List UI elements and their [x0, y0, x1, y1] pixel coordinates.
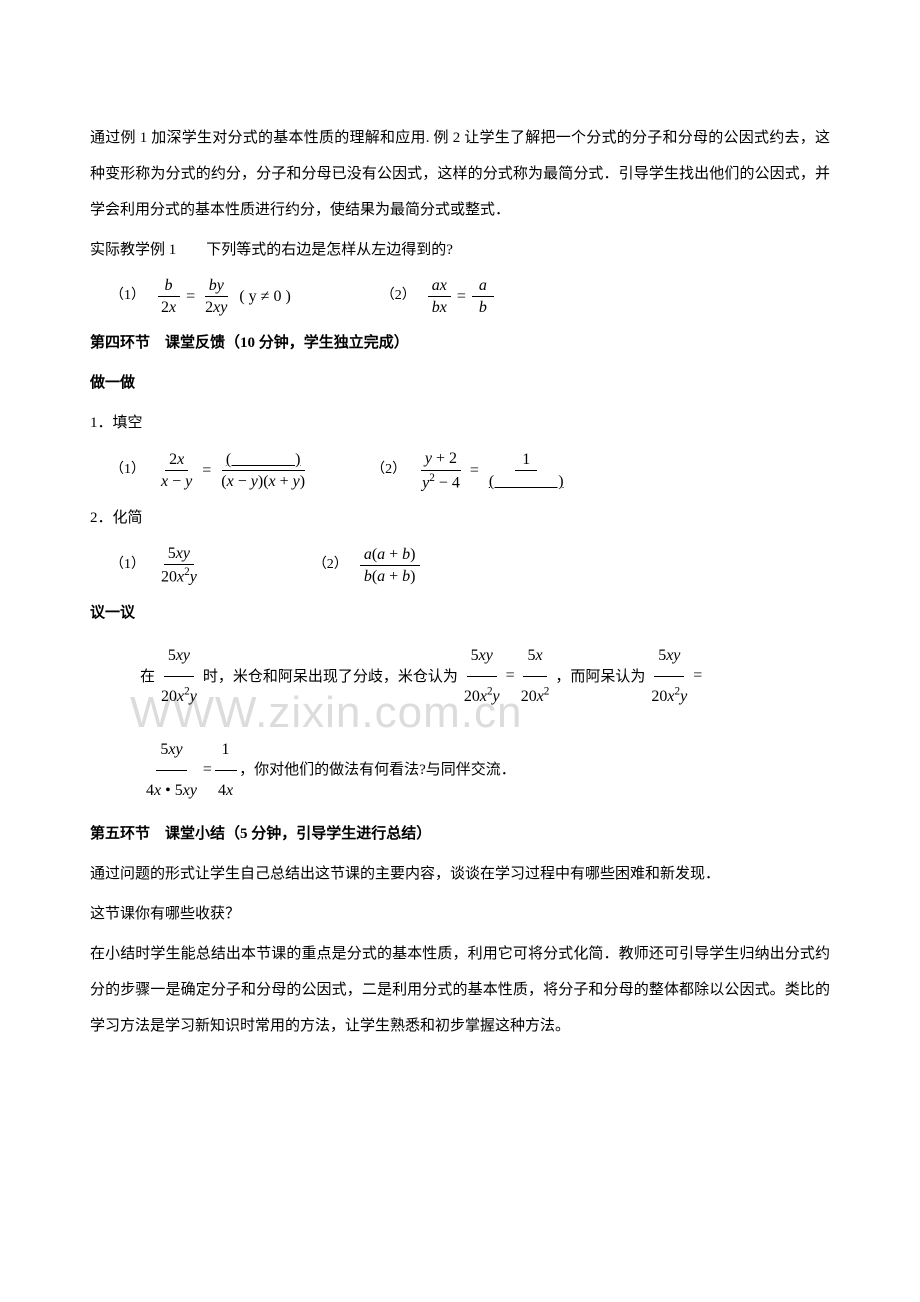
eq1b-lhs-den: bx	[428, 297, 451, 317]
eq3a-label: （1）	[110, 557, 145, 574]
eq1a-rhs-num: by	[205, 276, 228, 297]
eq2a: （1） 2x x − y = ( ) (x − y)(x + y)	[110, 450, 311, 491]
equals-sign: =	[470, 461, 479, 480]
eq1a-cond: ( y ≠ 0 )	[239, 287, 290, 306]
equals-sign: =	[693, 657, 702, 695]
eq2a-lhs-num: 2x	[165, 450, 188, 471]
equation-row-2: （1） 2x x − y = ( ) (x − y)(x + y) （2） y …	[110, 449, 830, 492]
discuss-f3: 5xy 20x2y	[647, 637, 691, 717]
eq1b-rhs-den: b	[472, 297, 494, 317]
p5a: 通过问题的形式让学生自己总结出这节课的主要内容，谈谈在学习过程中有哪些困难和新发…	[90, 856, 830, 892]
discuss-tail: ，你对他们的做法有何看法?与同伴交流．	[239, 752, 516, 788]
eq1a-rhs-den: 2xy	[201, 297, 231, 317]
eq1a-label: （1）	[110, 288, 145, 305]
equals-sign: =	[203, 751, 212, 789]
equals-sign: =	[186, 287, 195, 306]
discuss-f2r: 5x 20x2	[517, 637, 554, 717]
eq2b-rhs-den-blank: ( )	[485, 471, 568, 491]
section4-title: 第四环节 课堂反馈（10 分钟，学生独立完成）	[90, 325, 830, 361]
discuss-f2l: 5xy 20x2y	[460, 637, 504, 717]
eq3b-num: a(a + b)	[360, 545, 420, 566]
equation-row-1: （1） b 2x = by 2xy ( y ≠ 0 ) （2） ax bx =	[110, 276, 830, 317]
equals-sign: =	[457, 287, 466, 306]
equation-row-3: （1） 5xy 20x2y （2） a(a + b) b(a + b)	[110, 544, 830, 587]
eq2b-lhs-num: y + 2	[421, 449, 461, 470]
discuss-f1: 5xy 20x2y	[157, 637, 201, 717]
eq2b: （2） y + 2 y2 − 4 = 1 ( )	[371, 449, 569, 492]
discuss-pre: 在	[140, 659, 155, 695]
eq2a-rhs-den: (x − y)(x + y)	[217, 471, 309, 491]
eq2b-rhs-num: 1	[515, 450, 537, 471]
eq2a-label: （1）	[110, 462, 145, 479]
discuss-title: 议一议	[90, 595, 830, 631]
do-title: 做一做	[90, 365, 830, 401]
discuss-mid2: ，而阿呆认为	[555, 659, 645, 695]
discuss-mid1: 时，米仓和阿呆出现了分歧，米仓认为	[203, 659, 458, 695]
paragraph-intro: 通过例 1 加深学生对分式的基本性质的理解和应用. 例 2 让学生了解把一个分式…	[90, 120, 830, 228]
discuss-line2: 5xy 4x • 5xy = 1 4x ，你对他们的做法有何看法?与同伴交流．	[140, 731, 830, 811]
discuss-line1: 在 5xy 20x2y 时，米仓和阿呆出现了分歧，米仓认为 5xy 20x2y …	[140, 637, 830, 717]
eq1b: （2） ax bx = a b	[381, 276, 496, 317]
p5b: 这节课你有哪些收获？	[90, 896, 830, 932]
eq1b-label: （2）	[381, 288, 416, 305]
eq3b: （2） a(a + b) b(a + b)	[313, 545, 422, 586]
eq3b-den: b(a + b)	[360, 566, 420, 586]
fill-title: 1．填空	[90, 405, 830, 441]
eq2b-label: （2）	[371, 462, 406, 479]
eq1a-lhs-den: 2x	[157, 297, 180, 317]
section5-title: 第五环节 课堂小结（5 分钟，引导学生进行总结）	[90, 816, 830, 852]
example1-prompt: 实际教学例 1 下列等式的右边是怎样从左边得到的?	[90, 232, 830, 268]
simplify-title: 2．化简	[90, 500, 830, 536]
discuss-f4l: 5xy 4x • 5xy	[142, 731, 201, 811]
eq1b-rhs-num: a	[472, 276, 494, 297]
discuss-f4r: 1 4x	[214, 731, 237, 811]
eq1b-lhs-num: ax	[428, 276, 451, 297]
eq3a-num: 5xy	[164, 544, 194, 565]
eq3a: （1） 5xy 20x2y	[110, 544, 203, 587]
eq2a-rhs-num-blank: ( )	[222, 450, 305, 471]
eq2b-lhs-den: y2 − 4	[418, 471, 464, 493]
eq1a: （1） b 2x = by 2xy ( y ≠ 0 )	[110, 276, 291, 317]
eq1a-lhs-num: b	[158, 276, 180, 297]
eq3a-den: 20x2y	[157, 565, 201, 587]
eq2a-lhs-den: x − y	[157, 471, 196, 491]
eq3b-label: （2）	[313, 557, 348, 574]
equals-sign: =	[506, 657, 515, 695]
p5c: 在小结时学生能总结出本节课的重点是分式的基本性质，利用它可将分式化简．教师还可引…	[90, 936, 830, 1044]
equals-sign: =	[202, 461, 211, 480]
